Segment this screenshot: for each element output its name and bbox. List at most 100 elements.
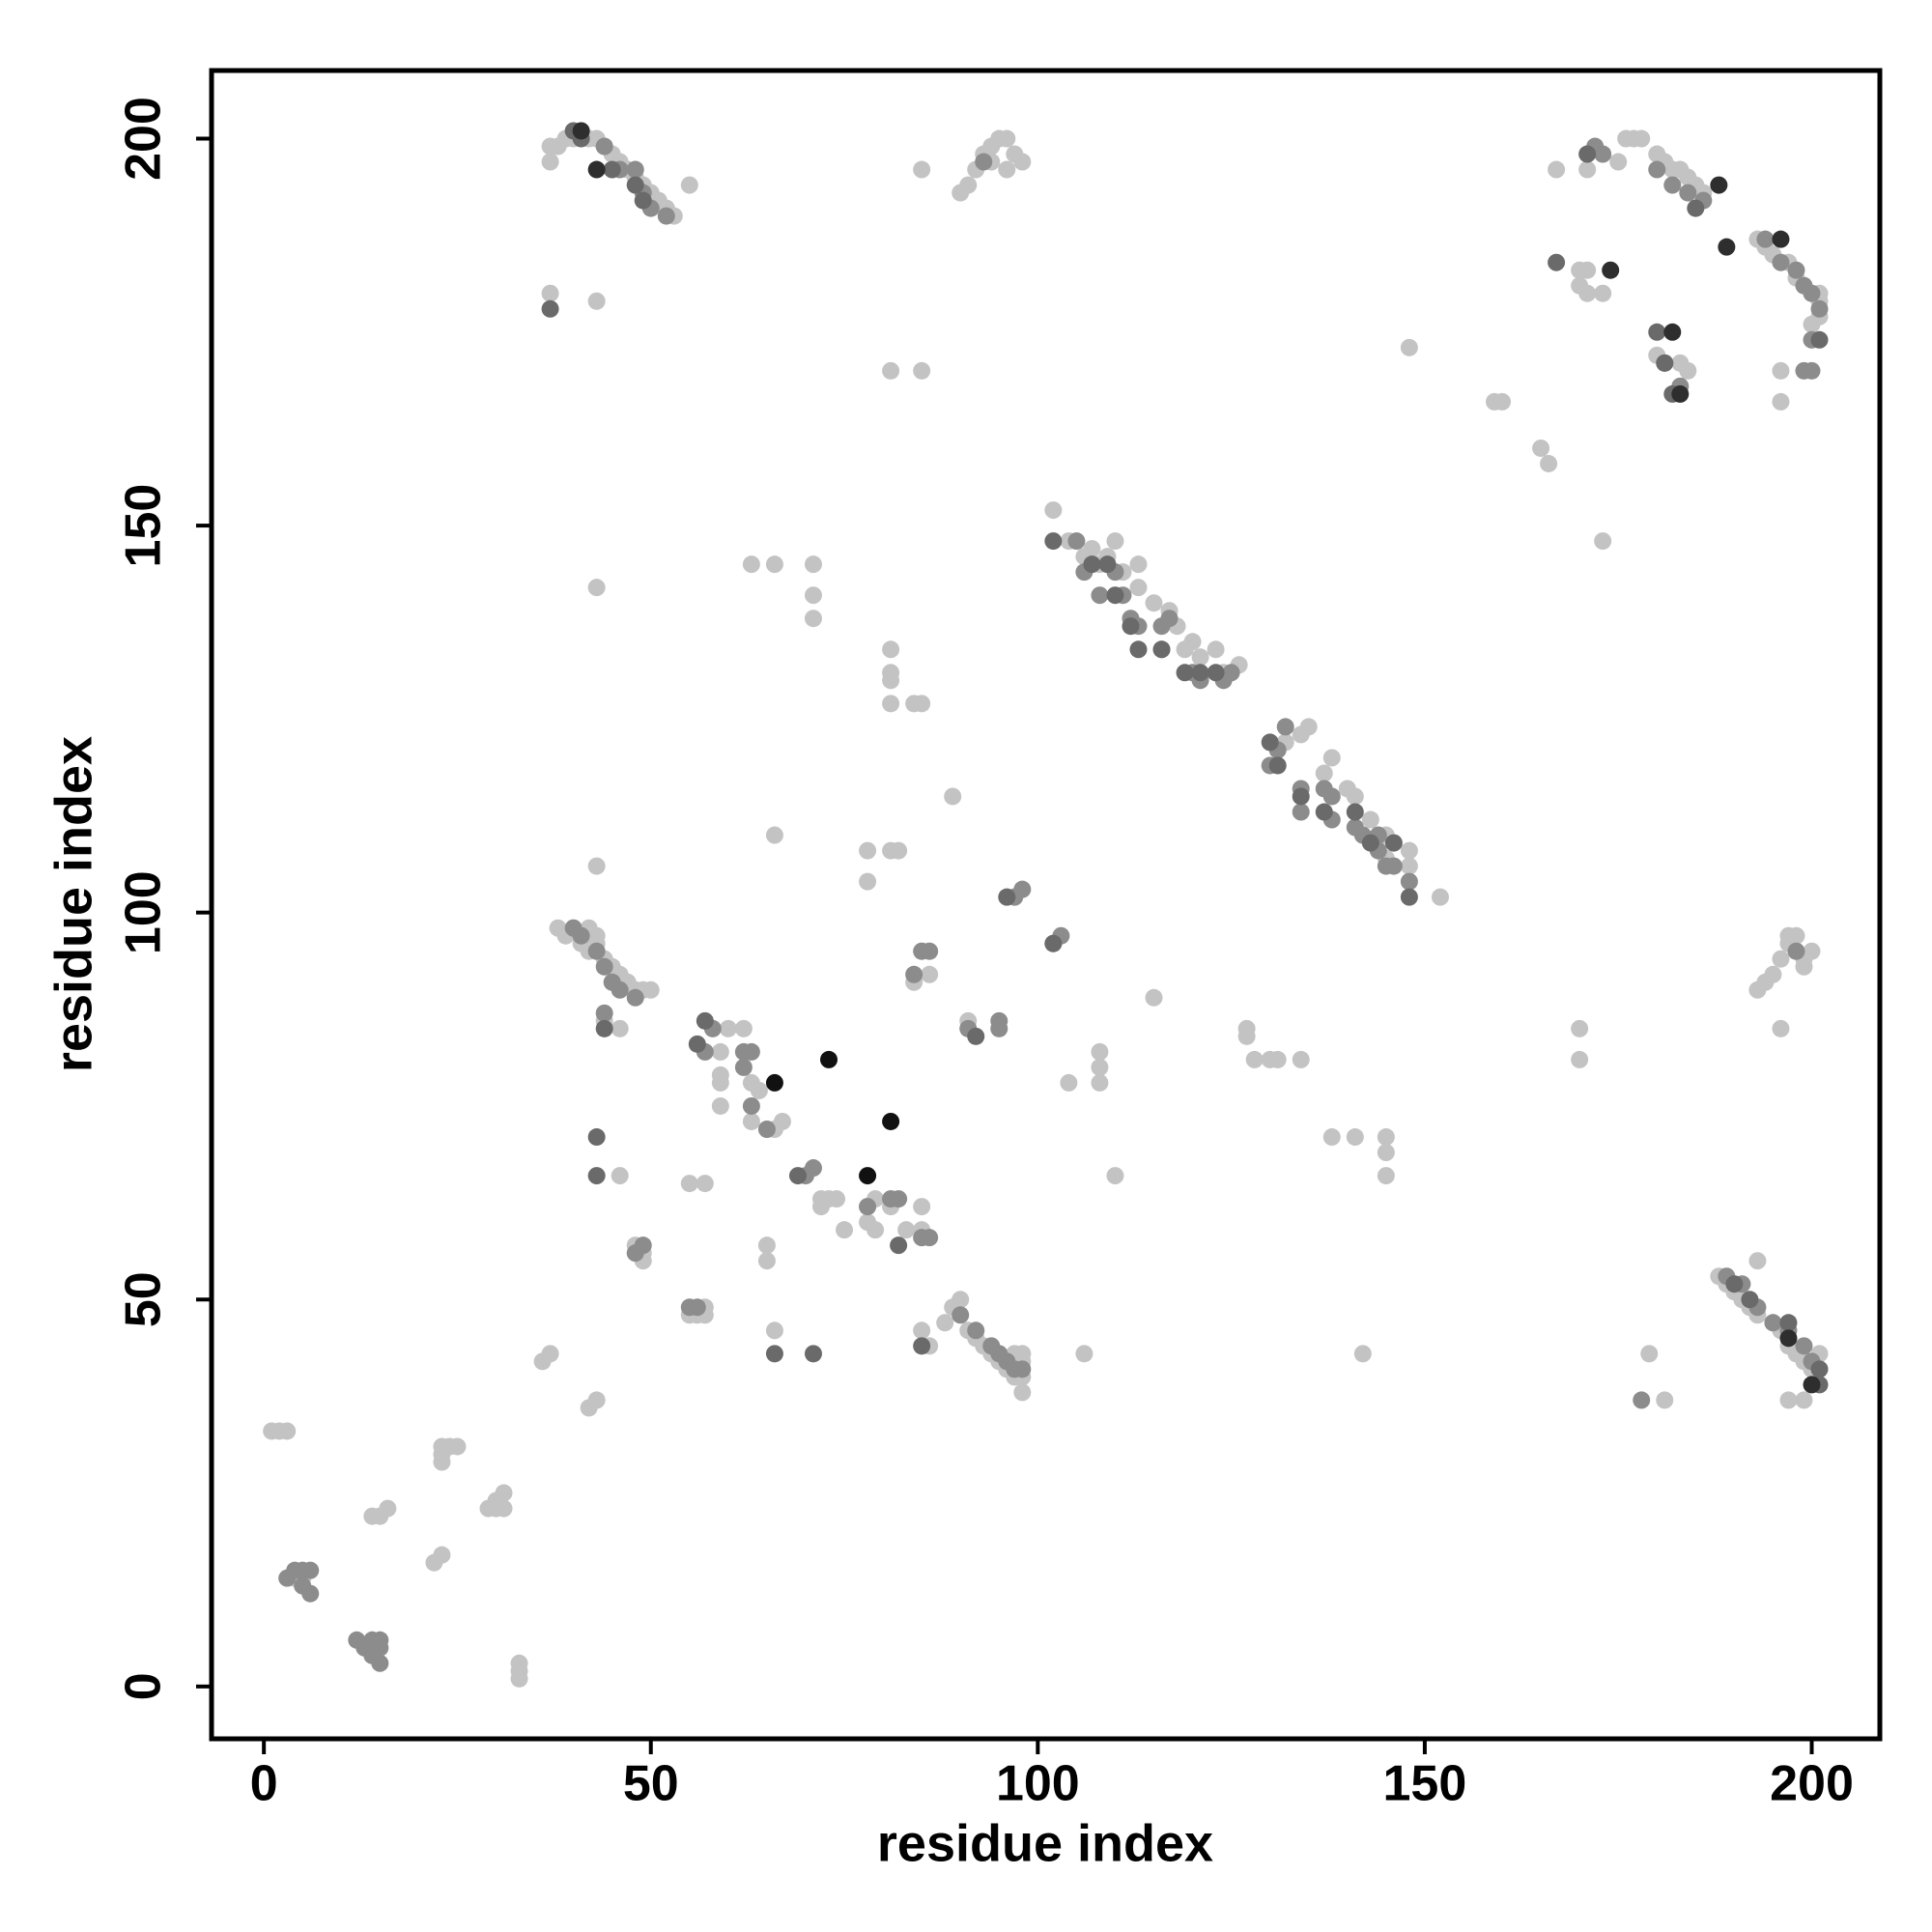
point bbox=[742, 1112, 760, 1130]
point bbox=[1013, 1345, 1032, 1363]
point bbox=[1183, 633, 1202, 651]
point bbox=[572, 122, 590, 140]
point bbox=[1779, 1391, 1798, 1409]
point bbox=[1268, 1050, 1287, 1068]
point bbox=[1741, 1291, 1759, 1309]
point bbox=[734, 1019, 753, 1037]
point bbox=[990, 1019, 1009, 1037]
point bbox=[379, 1499, 397, 1518]
point bbox=[1772, 253, 1790, 271]
point bbox=[1315, 803, 1333, 821]
point bbox=[998, 888, 1016, 906]
point bbox=[998, 160, 1016, 179]
point bbox=[1772, 361, 1790, 380]
point bbox=[1292, 1050, 1310, 1068]
point bbox=[1384, 834, 1403, 852]
y-tick-label: 200 bbox=[116, 97, 172, 181]
point bbox=[1772, 230, 1790, 248]
point bbox=[804, 1159, 822, 1178]
point bbox=[1548, 253, 1566, 271]
point bbox=[1810, 330, 1829, 349]
point bbox=[765, 826, 783, 844]
point bbox=[541, 299, 559, 318]
point bbox=[595, 957, 613, 976]
point bbox=[1222, 664, 1240, 682]
point bbox=[587, 292, 606, 310]
point bbox=[1656, 1391, 1674, 1409]
point bbox=[1725, 1275, 1744, 1293]
point bbox=[1207, 664, 1225, 682]
point bbox=[859, 872, 877, 891]
point bbox=[634, 191, 652, 210]
point bbox=[572, 926, 590, 945]
point bbox=[757, 1236, 776, 1255]
point bbox=[1361, 834, 1379, 852]
point bbox=[1633, 1391, 1651, 1409]
point bbox=[1160, 610, 1179, 628]
point bbox=[1315, 764, 1333, 782]
point bbox=[1083, 555, 1101, 574]
point bbox=[1787, 942, 1805, 960]
point bbox=[1772, 1019, 1790, 1037]
point bbox=[1384, 857, 1403, 875]
point bbox=[611, 1167, 629, 1185]
point bbox=[1191, 664, 1209, 682]
point bbox=[936, 1314, 954, 1332]
point bbox=[1106, 1167, 1124, 1185]
point bbox=[1013, 880, 1032, 898]
point bbox=[905, 965, 923, 983]
point bbox=[1548, 160, 1566, 179]
point bbox=[921, 1229, 939, 1247]
point bbox=[1803, 942, 1821, 960]
point bbox=[897, 1221, 916, 1239]
point bbox=[603, 160, 621, 179]
point bbox=[587, 1391, 606, 1409]
point bbox=[433, 1546, 451, 1564]
point bbox=[1764, 965, 1782, 983]
point bbox=[657, 207, 675, 225]
point bbox=[1261, 733, 1279, 752]
point bbox=[1795, 1337, 1813, 1355]
point bbox=[913, 160, 931, 179]
x-tick-label: 200 bbox=[1770, 1756, 1854, 1812]
point bbox=[541, 284, 559, 302]
point bbox=[363, 1631, 382, 1649]
point bbox=[711, 1042, 729, 1061]
point bbox=[1067, 532, 1086, 551]
point bbox=[882, 671, 900, 690]
point bbox=[967, 1321, 985, 1340]
point bbox=[1292, 787, 1310, 806]
point bbox=[1044, 532, 1063, 551]
point bbox=[1322, 749, 1341, 767]
point bbox=[1787, 926, 1805, 945]
point bbox=[1145, 988, 1163, 1007]
point bbox=[765, 1073, 783, 1092]
point bbox=[1377, 1144, 1395, 1162]
point bbox=[1493, 392, 1512, 411]
point bbox=[1756, 230, 1775, 248]
point bbox=[611, 980, 629, 999]
point bbox=[1129, 640, 1148, 659]
point bbox=[448, 1437, 467, 1456]
point bbox=[859, 841, 877, 860]
point bbox=[626, 1244, 644, 1263]
point bbox=[487, 1499, 505, 1518]
point bbox=[1532, 439, 1550, 457]
point bbox=[1191, 648, 1209, 667]
y-axis-label: residue index bbox=[44, 736, 102, 1072]
point bbox=[1609, 153, 1628, 171]
point bbox=[1648, 160, 1666, 179]
point bbox=[1013, 1383, 1032, 1402]
point bbox=[1091, 1073, 1109, 1092]
point bbox=[626, 988, 644, 1007]
point bbox=[773, 1112, 791, 1130]
point bbox=[1377, 1167, 1395, 1185]
plot-frame bbox=[209, 68, 1883, 1742]
point bbox=[952, 1306, 970, 1324]
point bbox=[1710, 176, 1728, 194]
point bbox=[688, 1298, 706, 1317]
point bbox=[1772, 950, 1790, 968]
point bbox=[967, 1027, 985, 1045]
point bbox=[1237, 1027, 1256, 1045]
point bbox=[1400, 841, 1418, 860]
